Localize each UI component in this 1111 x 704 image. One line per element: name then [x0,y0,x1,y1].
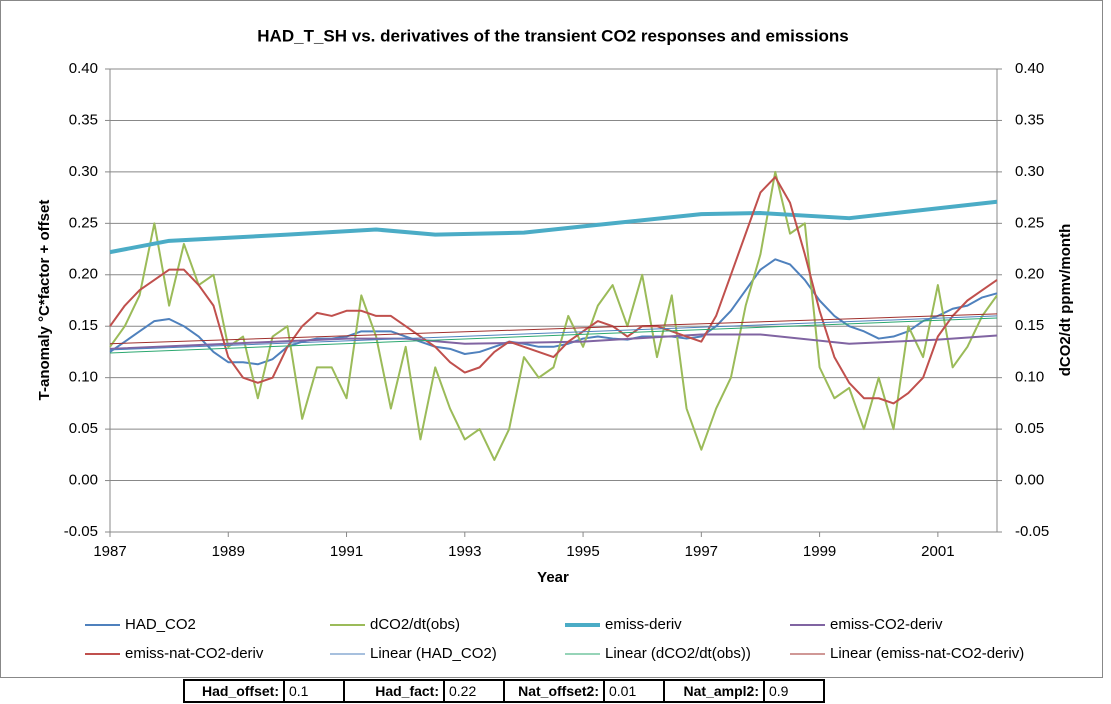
x-tick-label: 1987 [93,543,126,560]
y-tick-label: 0.10 [69,369,98,386]
x-axis-label: Year [537,569,569,586]
series-line [109,170,998,461]
parameter-label: Had_fact: [343,679,445,703]
y2-tick-label: 0.40 [1015,60,1044,77]
parameter-value: 0.01 [603,679,665,703]
y2-tick-label: 0.05 [1015,420,1044,437]
series-line [109,333,998,350]
series-line [109,315,998,351]
x-tick-label: 1989 [212,543,245,560]
chart-title: HAD_T_SH vs. derivatives of the transien… [257,26,848,45]
y-axis-label: T-anomaly °C*factor + offset [36,200,53,401]
y-tick-label: 0.20 [69,266,98,283]
y-tick-label: -0.05 [64,523,98,540]
y-tick-label: 0.00 [69,472,98,489]
parameter-label: Nat_ampl2: [663,679,765,703]
y2-tick-label: -0.05 [1015,523,1049,540]
parameter-value: 0.22 [443,679,505,703]
parameter-row: Had_offset: 0.1 Had_fact: 0.22 Nat_offset2: 0… [183,679,825,703]
y2-tick-label: 0.25 [1015,214,1044,231]
x-tick-label: 1993 [448,543,481,560]
y-tick-label: 0.15 [69,317,98,334]
y-tick-label: 0.05 [69,420,98,437]
chart: HAD_T_SH vs. derivatives of the transien… [0,0,1103,678]
y2-tick-label: 0.30 [1015,163,1044,180]
x-tick-label: 1997 [685,543,718,560]
legend-label: dCO2/dt(obs) [370,616,460,633]
parameter-label: Had_offset: [183,679,285,703]
parameter-label: Nat_offset2: [503,679,605,703]
legend-label: emiss-CO2-deriv [830,616,943,633]
y2-tick-label: 0.10 [1015,369,1044,386]
y2-tick-label: 0.00 [1015,472,1044,489]
chart-border [0,0,1103,678]
parameter-value: 0.1 [283,679,345,703]
legend-label: Linear (HAD_CO2) [370,645,497,662]
y-tick-label: 0.25 [69,214,98,231]
y-tick-label: 0.40 [69,60,98,77]
legend-label: Linear (dCO2/dt(obs)) [605,645,751,662]
y2-tick-label: 0.35 [1015,111,1044,128]
x-tick-label: 1999 [803,543,836,560]
legend-label: Linear (emiss-nat-CO2-deriv) [830,645,1024,662]
y-tick-label: 0.30 [69,163,98,180]
series-line [109,199,998,255]
series-line [109,317,998,354]
plot-border [109,68,998,533]
y2-axis-label: dCO2/dt ppmv/month [1057,224,1074,377]
x-tick-label: 1995 [566,543,599,560]
y2-tick-label: 0.20 [1015,266,1044,283]
x-tick-label: 2001 [921,543,954,560]
parameter-table: Had_offset: 0.1 Had_fact: 0.22 Nat_offset2: 0… [183,679,825,703]
legend-label: HAD_CO2 [125,616,196,633]
y-tick-label: 0.35 [69,111,98,128]
parameter-value: 0.9 [763,679,825,703]
x-tick-label: 1991 [330,543,363,560]
y2-tick-label: 0.15 [1015,317,1044,334]
series-line [109,313,998,345]
series-line [109,258,998,366]
legend-label: emiss-nat-CO2-deriv [125,645,264,662]
series-line [109,176,998,405]
legend-label: emiss-deriv [605,616,682,633]
